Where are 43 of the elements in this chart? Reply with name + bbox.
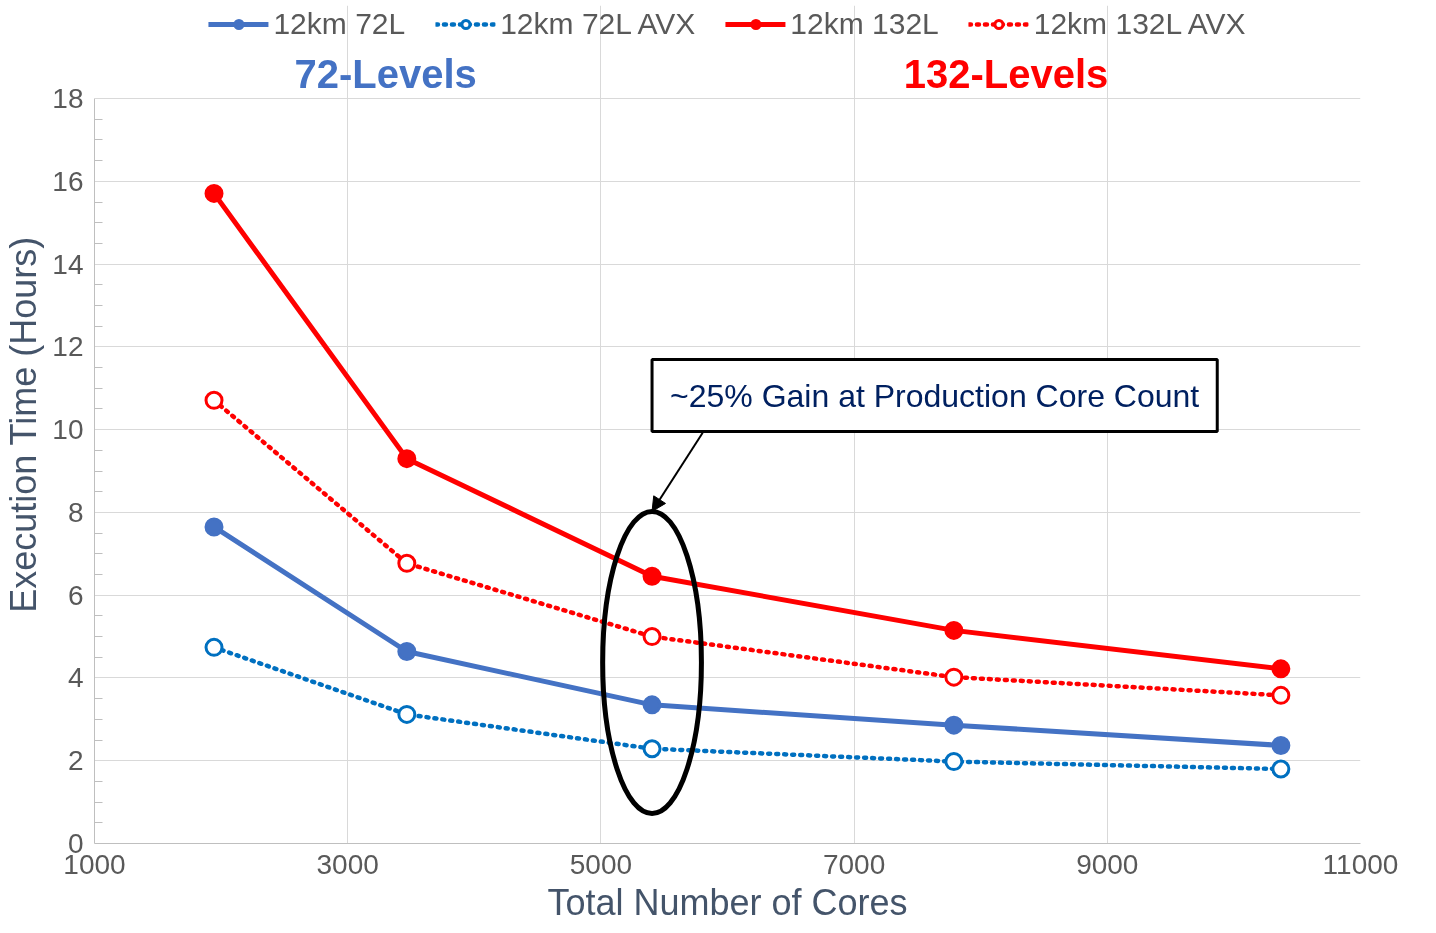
point	[397, 449, 417, 469]
point	[397, 704, 417, 724]
y-tick-label: 18	[52, 83, 84, 115]
text: 132-Levels	[903, 52, 1109, 97]
point	[397, 642, 417, 661]
legend-label: 12km 132L AVX	[1033, 7, 1246, 41]
point	[1271, 659, 1291, 679]
point	[944, 715, 964, 735]
point	[642, 627, 662, 647]
y-tick-label: 14	[52, 248, 84, 280]
y-tick-label: 16	[52, 165, 84, 197]
point	[1271, 759, 1291, 779]
point	[1271, 685, 1291, 705]
point	[397, 553, 417, 573]
y-axis-title: Execution Time (Hours)	[3, 236, 45, 613]
y-tick-label: 10	[52, 414, 84, 446]
point	[642, 566, 662, 586]
point	[944, 667, 964, 687]
point	[642, 739, 662, 759]
y-tick-label: 4	[67, 662, 84, 694]
point	[204, 637, 224, 657]
y-tick-label: 2	[67, 745, 84, 777]
y-tick-label: 12	[52, 331, 84, 363]
point	[204, 517, 224, 537]
x-tick-label: 7000	[822, 848, 886, 880]
point	[642, 695, 662, 715]
y-tick-label: 8	[67, 496, 84, 528]
legend-label: 12km 72L	[273, 7, 406, 41]
point	[204, 390, 224, 410]
point	[1271, 735, 1291, 755]
point	[944, 752, 964, 772]
legend-label: 12km 72L AVX	[500, 7, 696, 41]
x-axis-title: Total Number of Cores	[547, 881, 908, 923]
legend-label: 12km 132L	[790, 7, 939, 41]
point	[944, 620, 964, 640]
x-tick-label: 9000	[1076, 848, 1139, 880]
point	[204, 183, 224, 203]
x-tick-label: 5000	[569, 848, 633, 880]
x-tick-label: 3000	[316, 848, 379, 880]
annotation: ~25% Gain at Production Core Count	[670, 377, 1200, 414]
text: 72-Levels	[294, 52, 477, 97]
y-tick-label: 6	[67, 579, 84, 611]
x-tick-label: 11000	[1322, 848, 1399, 880]
